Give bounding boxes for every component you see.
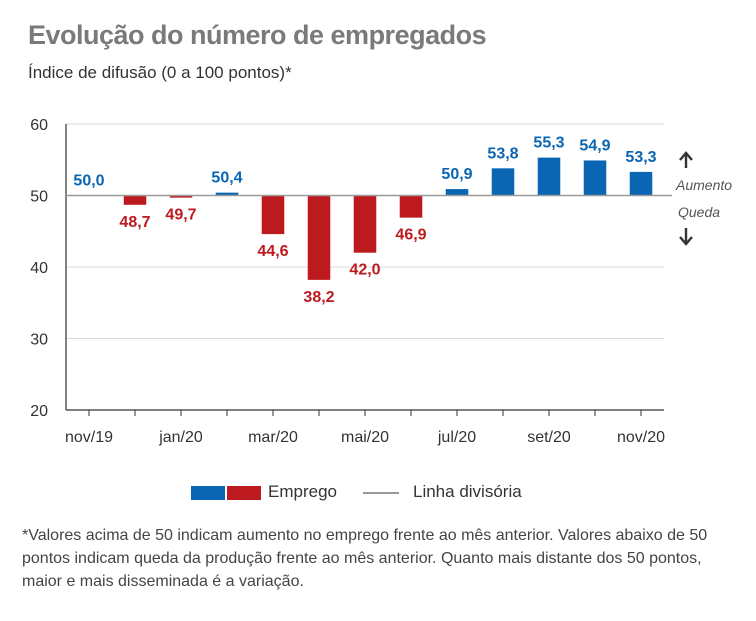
up-label: Aumento	[675, 177, 732, 193]
bar-set/20	[537, 157, 561, 196]
data-label-jun/20: 46,9	[395, 227, 426, 244]
data-label-ago/20: 53,8	[487, 145, 518, 162]
x-tick-label-mar/20: mar/20	[248, 429, 298, 446]
y-tick-label-30: 30	[30, 332, 48, 349]
chart-subtitle: Índice de difusão (0 a 100 pontos)*	[28, 63, 292, 82]
data-label-dez/19: 48,7	[119, 214, 150, 231]
y-axis-ticks: 20 30 40 50 60	[30, 117, 48, 420]
x-axis-ticks: nov/19 jan/20 mar/20 mai/20 jul/20 set/20 nov/…	[65, 410, 665, 446]
y-tick-label-50: 50	[30, 189, 48, 206]
data-label-abr/20: 38,2	[303, 289, 334, 306]
data-label-mar/20: 44,6	[257, 243, 288, 260]
bar-jan/20	[169, 195, 193, 198]
direction-annotations: Aumento Queda	[675, 151, 732, 246]
data-label-jan/20: 49,7	[165, 207, 196, 224]
data-label-nov/19: 50,0	[73, 173, 104, 190]
down-label: Queda	[678, 204, 720, 220]
bar-dez/19	[123, 195, 147, 205]
bar-jun/20	[399, 195, 423, 218]
y-tick-label-20: 20	[30, 403, 48, 420]
x-tick-label-nov/20: nov/20	[617, 429, 665, 446]
arrow-down-icon	[679, 228, 693, 246]
data-label-fev/20: 50,4	[211, 170, 242, 187]
bar-fev/20	[215, 192, 239, 196]
x-tick-label-set/20: set/20	[527, 429, 571, 446]
data-labels: 50,0 48,7 49,7 50,4 44,6 38,2 42,0 46,9 50,9 53,8…	[73, 135, 656, 306]
arrow-up-icon	[679, 151, 693, 168]
bar-jul/20	[445, 189, 469, 196]
chart-title: Evolução do número de empregados	[28, 20, 487, 50]
data-label-set/20: 55,3	[533, 135, 564, 152]
x-tick-label-jan/20: jan/20	[158, 429, 203, 446]
y-tick-label-40: 40	[30, 260, 48, 277]
bar-mar/20	[261, 195, 285, 235]
bars	[123, 157, 653, 280]
grid-lines	[66, 123, 664, 339]
data-label-out/20: 54,9	[579, 137, 610, 154]
y-tick-label-60: 60	[30, 117, 48, 134]
bar-nov/20	[629, 171, 653, 196]
data-label-jul/20: 50,9	[441, 166, 472, 183]
footnote: *Valores acima de 50 indicam aumento no …	[22, 527, 708, 590]
x-tick-label-nov/19: nov/19	[65, 429, 113, 446]
bar-mai/20	[353, 195, 377, 253]
data-label-nov/20: 53,3	[625, 149, 656, 166]
x-tick-label-mai/20: mai/20	[341, 429, 389, 446]
bar-out/20	[583, 160, 607, 196]
x-tick-label-jul/20: jul/20	[437, 429, 476, 446]
bar-ago/20	[491, 168, 515, 196]
bar-abr/20	[307, 195, 331, 280]
data-label-mai/20: 42,0	[349, 262, 380, 279]
